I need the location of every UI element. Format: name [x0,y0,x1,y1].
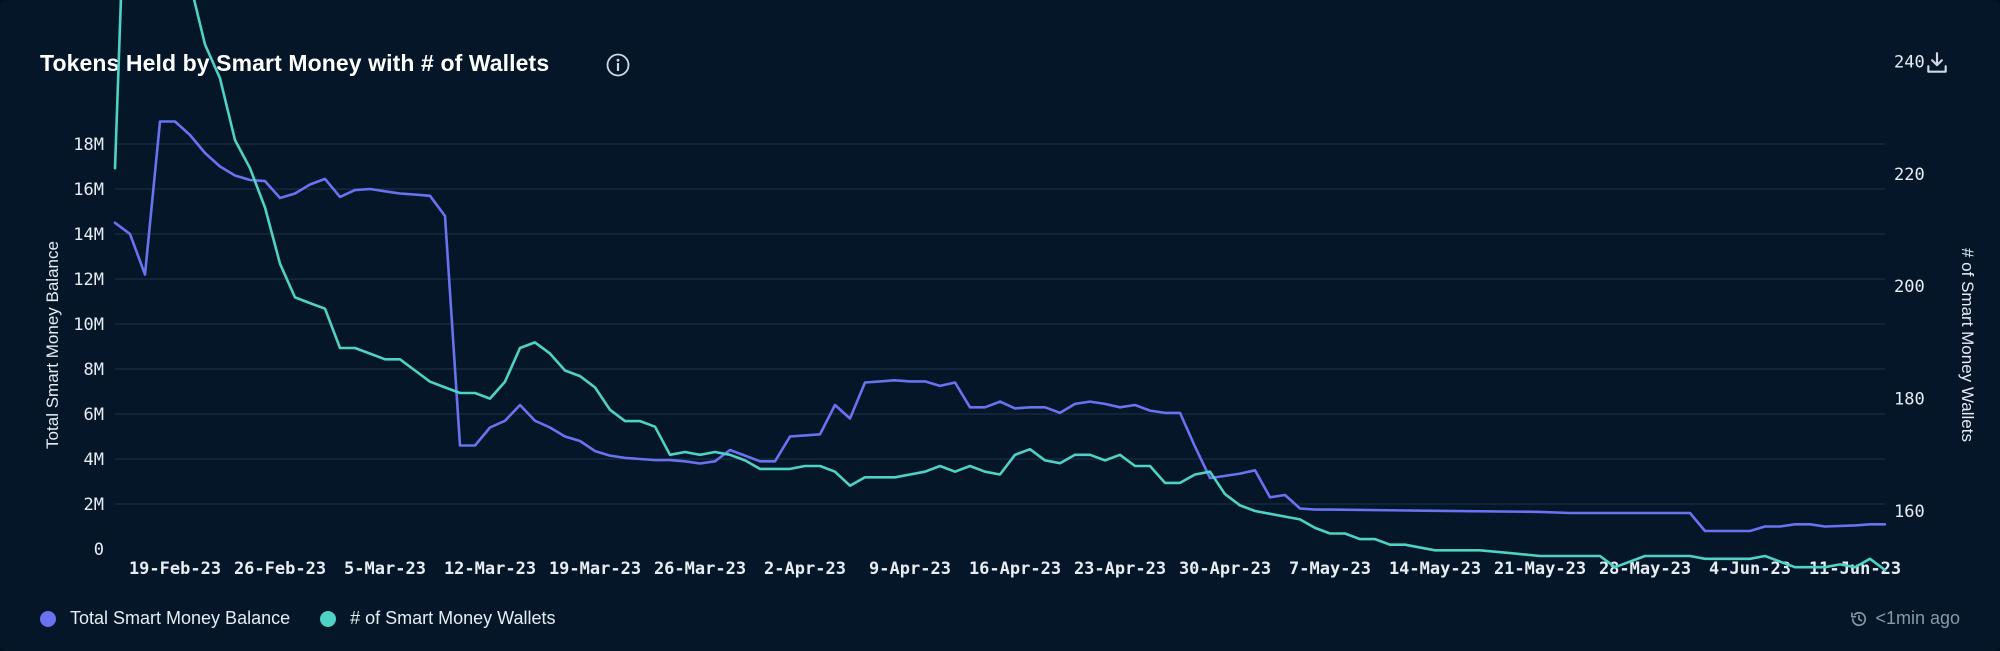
y-left-tick-label: 16M [73,180,104,200]
x-tick-label: 7-May-23 [1289,559,1371,579]
y-right-tick-label: 160 [1894,502,1925,522]
x-tick-label: 23-Apr-23 [1074,559,1166,579]
x-tick-label: 28-May-23 [1599,559,1691,579]
series [113,0,1887,572]
y-left-tick-label: 10M [73,315,104,335]
y-left-tick-label: 12M [73,270,104,290]
y-axis-left: 0 2M 4M 6M 8M 10M 12M 14M 16M 18M [73,135,104,560]
y-left-tick-label: 0 [94,540,104,560]
legend: Total Smart Money Balance # of Smart Mon… [40,608,586,629]
y-right-tick-label: 180 [1894,390,1925,410]
x-tick-label: 19-Feb-23 [129,559,221,579]
x-tick-label: 5-Mar-23 [344,559,426,579]
legend-label-wallets: # of Smart Money Wallets [350,608,556,628]
y-left-tick-label: 2M [84,495,104,515]
y-left-tick-label: 4M [84,450,104,470]
x-tick-label: 26-Feb-23 [234,559,326,579]
last-updated: <1min ago [1849,608,1960,629]
last-updated-text: <1min ago [1875,608,1960,628]
grid [115,143,1885,505]
y-left-tick-label: 14M [73,225,104,245]
y-left-tick-label: 18M [73,135,104,155]
x-tick-label: 4-Jun-23 [1709,559,1791,579]
x-tick-label: 26-Mar-23 [654,559,746,579]
x-tick-label: 16-Apr-23 [969,559,1061,579]
x-tick-label: 9-Apr-23 [869,559,951,579]
y-axis-right-title: # of Smart Money Wallets [1958,248,1977,442]
series-line-balance[interactable] [113,120,1887,533]
legend-label-balance: Total Smart Money Balance [70,608,291,628]
x-tick-label: 21-May-23 [1494,559,1586,579]
download-icon[interactable] [1924,50,1950,76]
y-right-tick-label: 220 [1894,165,1925,185]
x-tick-label: 2-Apr-23 [764,559,846,579]
chart-title: Tokens Held by Smart Money with # of Wal… [40,50,550,76]
legend-item-balance[interactable]: Total Smart Money Balance [40,608,290,629]
y-right-tick-label: 240 [1894,52,1925,72]
legend-item-wallets[interactable]: # of Smart Money Wallets [320,608,556,629]
series-line-wallets[interactable] [113,0,1887,572]
x-tick-label: 19-Mar-23 [549,559,641,579]
x-axis: 19-Feb-23 26-Feb-23 5-Mar-23 12-Mar-23 19-Ma… [129,559,1901,579]
y-axis-left-title: Total Smart Money Balance [43,241,62,449]
legend-swatch-balance [40,610,56,627]
y-right-tick-label: 200 [1894,277,1925,297]
x-tick-label: 14-May-23 [1389,559,1481,579]
y-left-tick-label: 8M [84,360,104,380]
legend-swatch-wallets [320,610,337,627]
x-tick-label: 11-Jun-23 [1809,559,1901,579]
y-axis-right: 160180200220240260280 [1894,52,1925,522]
x-tick-label: 30-Apr-23 [1179,559,1271,579]
info-icon[interactable] [606,53,630,77]
clock-history-icon [1851,611,1867,626]
x-tick-label: 12-Mar-23 [444,559,536,579]
y-left-tick-label: 6M [84,405,104,425]
